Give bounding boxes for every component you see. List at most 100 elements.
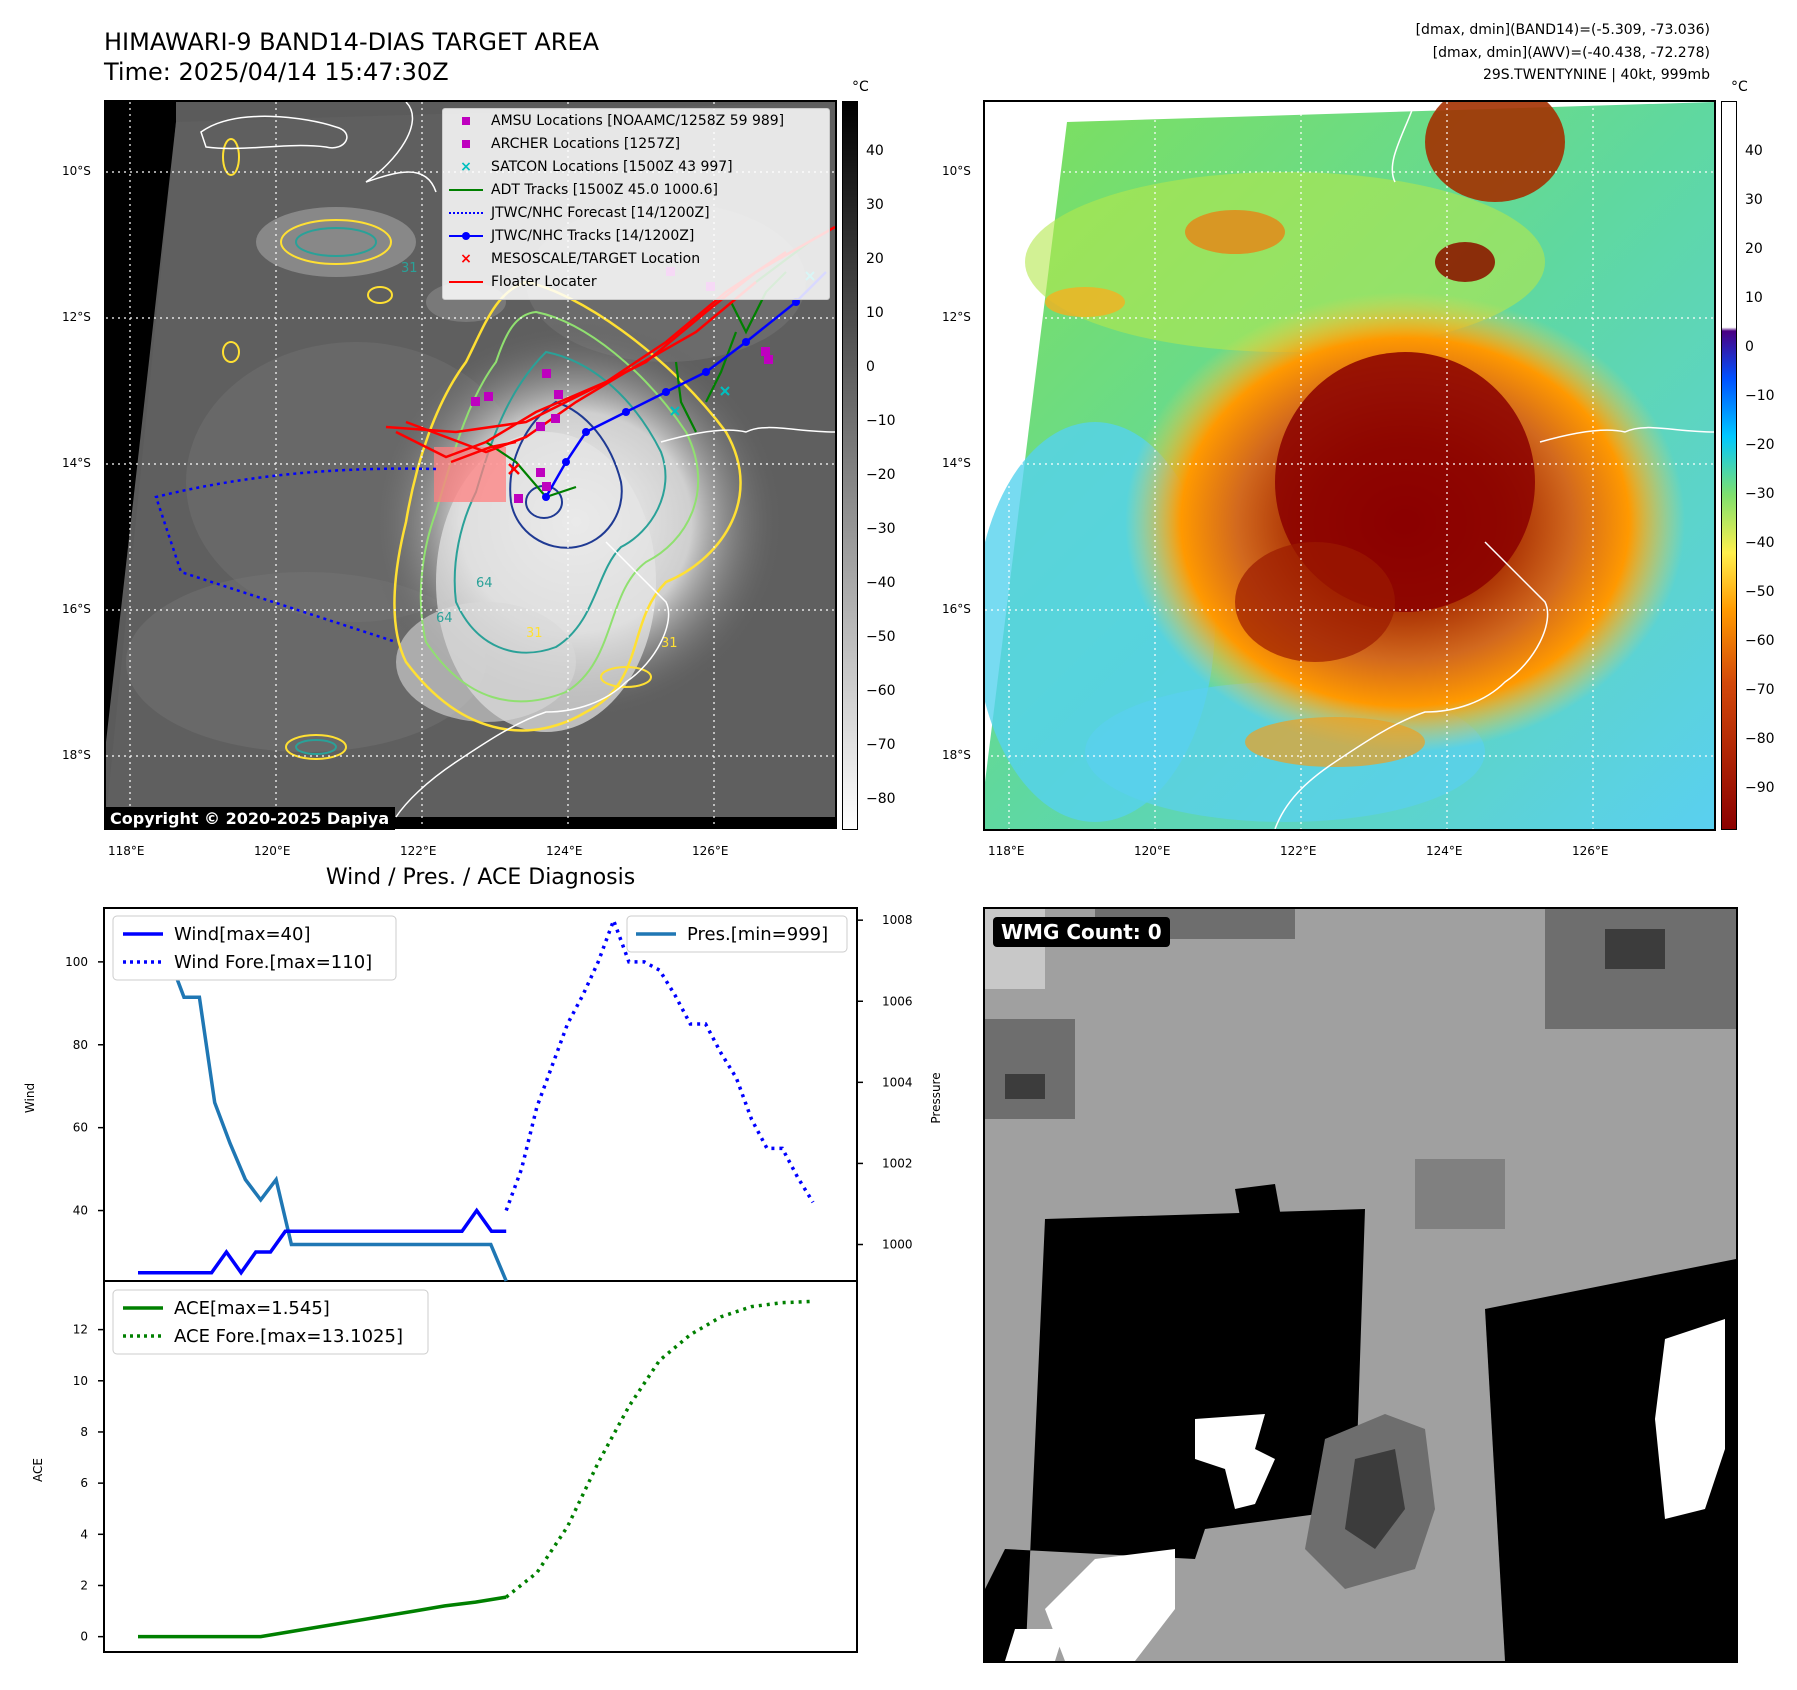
ace-tick-label: 8 [80,1425,88,1439]
ace-tick-label: 4 [80,1527,88,1541]
lon-label: 122°E [1280,844,1317,858]
contour-label: 31 [526,626,543,641]
colorbar-tick: −90 [1745,780,1775,796]
colorbar-tick: −30 [1745,486,1775,502]
line-dot-swatch-icon [449,231,483,240]
legend-pressure: Pres.[min=999] [687,924,828,945]
lon-label: 122°E [400,844,437,858]
pressure-axis-ticks: 1000 1002 1004 1006 1008 [857,913,913,1252]
ace-tick-label: 10 [73,1374,88,1388]
wind-tick-label: 100 [65,955,88,969]
colorbar-tick: −70 [866,737,896,753]
ace-axis-ticks: 0 2 4 6 8 10 12 [73,1323,104,1644]
legend-item-forecast: JTWC/NHC Forecast [14/1200Z] [443,201,829,224]
lat-label: 14°S [942,456,971,470]
ace-legend: ACE[max=1.545] ACE Fore.[max=13.1025] [112,1289,429,1355]
lat-label: 16°S [62,602,91,616]
pressure-tick-label: 1002 [882,1156,913,1170]
awv-map-canvas [985,102,1714,829]
wind-tick-label: 60 [73,1121,88,1135]
ace-series-group [138,1299,814,1639]
legend-item-satcon: × SATCON Locations [1500Z 43 997] [443,155,829,178]
wind-series-line [138,1207,507,1276]
pressure-tick-label: 1008 [882,913,913,927]
ace-tick-label: 0 [80,1630,88,1644]
colorbar-tick: −50 [1745,584,1775,600]
wind-tick-label: 40 [73,1204,88,1218]
legend-label: JTWC/NHC Tracks [14/1200Z] [491,227,695,244]
lat-label: 18°S [942,748,971,762]
lon-label: 118°E [988,844,1025,858]
ace-forecast-series-line [505,1299,814,1599]
colorbar-tick: −60 [866,683,896,699]
lon-label: 120°E [1134,844,1171,858]
figure-title-line1: HIMAWARI-9 BAND14-DIAS TARGET AREA [104,28,600,56]
legend-label: JTWC/NHC Forecast [14/1200Z] [491,204,710,221]
ir-map-legend: AMSU Locations [NOAAMC/1258Z 59 989] ARC… [442,108,830,300]
left-colorbar-ticks: 40 30 20 10 0 −10 −20 −30 −40 −50 −60 −7… [866,143,916,833]
ace-series-line [138,1595,507,1639]
colorbar-tick: −50 [866,629,896,645]
right-colorbar-unit: °C [1731,79,1748,95]
legend-label: ADT Tracks [1500Z 45.0 1000.6] [491,181,718,198]
wmg-panel [983,907,1738,1663]
wind-axis-label: Wind [23,1083,37,1113]
right-colorbar-ticks: 40 30 20 10 0 −10 −20 −30 −40 −50 −60 −7… [1745,143,1795,843]
wind-axis-ticks: 40 60 80 100 [65,955,104,1218]
right-colorbar [1721,101,1737,830]
pressure-series-line [136,919,508,1282]
wind-legend: Wind[max=40] Wind Fore.[max=110] [112,915,397,981]
awv-map-panel [983,100,1716,831]
colorbar-tick: −30 [866,521,896,537]
legend-item-adt: ADT Tracks [1500Z 45.0 1000.6] [443,178,829,201]
lon-label: 126°E [692,844,729,858]
info-line3: 29S.TWENTYNINE | 40kt, 999mb [1482,67,1710,83]
wmg-white-region [1195,1414,1275,1509]
diagnosis-charts: 40 60 80 100 1000 1002 1004 1006 1008 0 … [23,907,943,1653]
legend-item-amsu: AMSU Locations [NOAAMC/1258Z 59 989] [443,109,829,132]
wind-forecast-series-line [504,915,815,1212]
lat-label: 12°S [942,310,971,324]
graticule [985,102,1714,829]
colorbar-tick: 0 [1745,339,1754,355]
lon-label: 120°E [254,844,291,858]
wmg-canvas [985,909,1736,1661]
ace-tick-label: 2 [80,1578,88,1592]
colorbar-tick: 40 [866,143,884,159]
legend-item-archer: ARCHER Locations [1257Z] [443,132,829,155]
legend-label: ARCHER Locations [1257Z] [491,135,681,152]
ace-tick-label: 6 [80,1476,88,1490]
figure-title-line2: Time: 2025/04/14 15:47:30Z [104,58,449,86]
legend-wind: Wind[max=40] [174,924,311,945]
lon-label: 124°E [546,844,583,858]
left-colorbar [842,101,858,830]
lon-label: 124°E [1426,844,1463,858]
coastline [1391,102,1416,183]
wmg-black-region [985,1209,1365,1661]
pressure-tick-label: 1004 [882,1075,913,1089]
pressure-tick-label: 1000 [882,1238,913,1252]
colorbar-tick: 0 [866,359,875,375]
coastline [200,115,348,150]
colorbar-tick: 20 [866,251,884,267]
colorbar-tick: −60 [1745,633,1775,649]
lat-label: 10°S [942,164,971,178]
contour-yellow [393,280,742,732]
x-marker-icon: × [460,250,472,267]
square-marker-icon [462,139,470,148]
colorbar-tick: −10 [866,413,896,429]
colorbar-tick: −40 [1745,535,1775,551]
wind-series-group [136,915,815,1282]
colorbar-tick: −80 [866,791,896,807]
legend-item-tracks: JTWC/NHC Tracks [14/1200Z] [443,224,829,247]
colorbar-tick: 10 [1745,290,1763,306]
wind-tick-label: 80 [73,1038,88,1052]
legend-label: Floater Locater [491,273,597,290]
line-swatch-icon [449,188,483,191]
lon-label: 126°E [1572,844,1609,858]
contour-label: 64 [436,611,453,626]
legend-item-floater: Floater Locater [443,270,829,293]
colorbar-tick: 10 [866,305,884,321]
wmg-count-badge: WMG Count: 0 [993,917,1170,947]
legend-label: SATCON Locations [1500Z 43 997] [491,158,733,175]
